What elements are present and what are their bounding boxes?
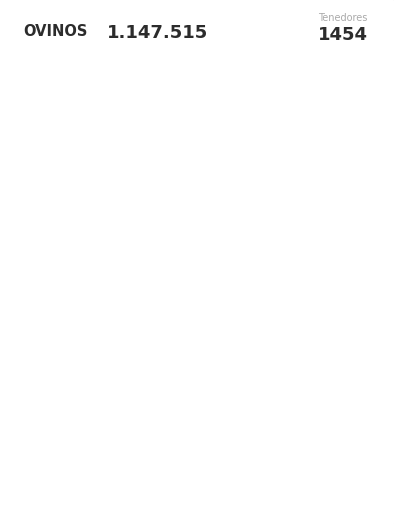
Polygon shape (20, 115, 98, 193)
Polygon shape (321, 94, 374, 176)
Polygon shape (20, 246, 56, 281)
Polygon shape (98, 236, 162, 292)
Polygon shape (179, 236, 268, 281)
Polygon shape (73, 200, 144, 257)
Polygon shape (133, 186, 197, 236)
Text: 7) CORDEROS DIENTE DE LECHE: 7) CORDEROS DIENTE DE LECHE (81, 477, 218, 486)
Polygon shape (169, 211, 225, 257)
Text: 5) BORREGAS 2 A 4 DIENTES SI...: 5) BORREGAS 2 A 4 DIENTES SI... (79, 427, 218, 436)
Bar (221, 475, 253, 488)
Polygon shape (20, 246, 73, 281)
Text: 6) CORDERAS DIENTE DE LECHE: 6) CORDERAS DIENTE DE LECHE (82, 452, 218, 461)
Bar (221, 500, 242, 512)
Polygon shape (268, 140, 338, 193)
Text: Tenedores: Tenedores (318, 13, 368, 23)
Text: 118.140: 118.140 (256, 477, 294, 486)
Polygon shape (98, 69, 162, 151)
Polygon shape (286, 59, 356, 105)
Polygon shape (84, 115, 154, 193)
Polygon shape (303, 176, 356, 236)
Polygon shape (179, 165, 240, 211)
Bar (221, 326, 228, 339)
Polygon shape (20, 281, 84, 317)
Polygon shape (20, 176, 91, 246)
Bar (221, 376, 236, 388)
Text: OVINOS: OVINOS (24, 24, 88, 39)
Text: 73.742: 73.742 (245, 502, 276, 511)
Polygon shape (346, 211, 374, 264)
Polygon shape (232, 176, 268, 211)
Polygon shape (154, 94, 261, 165)
Text: 1) CARNEROS: 1) CARNEROS (160, 328, 218, 336)
Bar (221, 351, 377, 363)
Polygon shape (215, 281, 250, 307)
Text: 54.772: 54.772 (240, 377, 271, 386)
Polygon shape (126, 52, 215, 69)
Polygon shape (133, 59, 204, 105)
Text: 575.209: 575.209 (329, 352, 374, 362)
Text: 1.147.515: 1.147.515 (107, 24, 208, 41)
Polygon shape (268, 87, 338, 151)
Text: 2) OVEJAS DE CRIA(ENCARNER...: 2) OVEJAS DE CRIA(ENCARNER... (81, 353, 218, 362)
Bar (221, 450, 258, 463)
Text: 61.732: 61.732 (241, 402, 273, 411)
Text: 8) CORDEROS/AS MAMONES: 8) CORDEROS/AS MAMONES (98, 502, 218, 511)
Bar (221, 400, 238, 413)
Polygon shape (56, 246, 108, 299)
Polygon shape (197, 66, 286, 115)
Text: 3) OVEJAS DE DESCARTE(CONS...: 3) OVEJAS DE DESCARTE(CONS... (79, 377, 218, 386)
Polygon shape (204, 52, 303, 87)
Polygon shape (268, 222, 346, 271)
Text: 1454: 1454 (318, 26, 368, 44)
Polygon shape (240, 176, 310, 228)
Text: 23.408: 23.408 (231, 328, 262, 336)
Text: 104.861: 104.861 (253, 427, 290, 436)
Polygon shape (215, 140, 261, 193)
Polygon shape (20, 59, 133, 123)
Polygon shape (84, 176, 144, 222)
Text: 4) CAPONES: 4) CAPONES (166, 402, 218, 411)
Polygon shape (338, 158, 374, 228)
Bar (221, 425, 250, 438)
Text: 135.651: 135.651 (261, 452, 299, 461)
